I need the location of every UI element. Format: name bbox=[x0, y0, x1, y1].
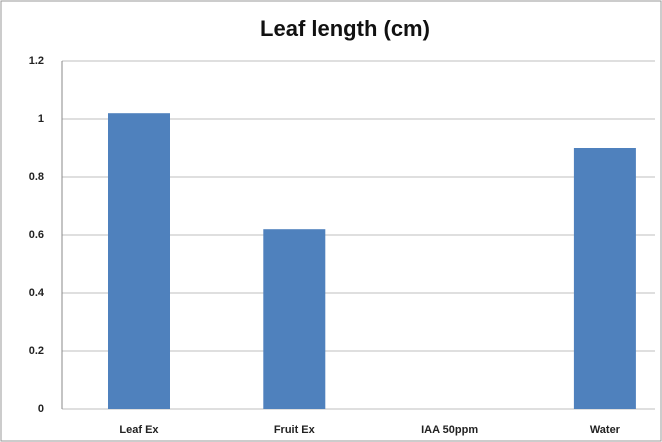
y-tick-label: 0.8 bbox=[29, 171, 44, 183]
chart-title: Leaf length (cm) bbox=[260, 16, 430, 41]
y-tick-label: 0 bbox=[38, 403, 44, 415]
y-tick-label: 0.4 bbox=[29, 287, 45, 299]
bar bbox=[573, 148, 636, 409]
x-tick-label: Fruit Ex bbox=[274, 424, 316, 436]
x-tick-label: Water bbox=[590, 424, 621, 436]
y-tick-label: 1.2 bbox=[29, 55, 44, 67]
y-tick-label: 1 bbox=[38, 113, 44, 125]
y-tick-label: 0.6 bbox=[29, 229, 44, 241]
x-tick-label: IAA 50ppm bbox=[421, 424, 478, 436]
y-tick-label: 0.2 bbox=[29, 345, 44, 357]
x-tick-label: Leaf Ex bbox=[119, 424, 159, 436]
bar bbox=[263, 229, 326, 409]
bar bbox=[108, 113, 170, 409]
